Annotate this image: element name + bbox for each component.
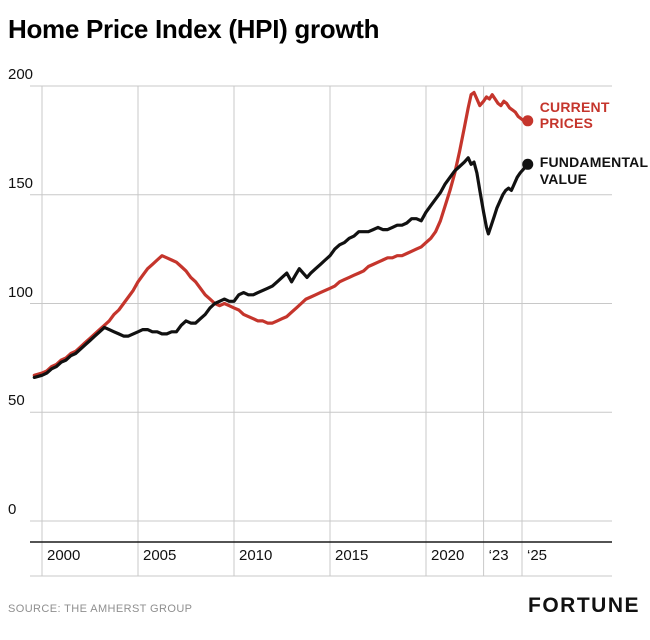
current-prices-end-dot xyxy=(522,115,534,127)
fundamental-value-line xyxy=(32,156,530,379)
fortune-logo: FORTUNE xyxy=(528,594,640,617)
fundamental-value-label-line2: VALUE xyxy=(539,170,588,187)
fundamental-value-label: FUNDAMENTAL VALUE xyxy=(540,154,648,187)
page-title: Home Price Index (HPI) growth xyxy=(8,14,380,44)
y-tick-label: 100 xyxy=(8,283,34,301)
x-tick-label: ‘25 xyxy=(527,547,548,564)
x-tick-label: 2020 xyxy=(431,547,465,564)
y-tick-label: 0 xyxy=(8,501,17,518)
current-prices-label: CURRENT PRICES xyxy=(540,99,610,132)
fundamental-value-end-dot xyxy=(522,158,534,170)
y-tick-label: 50 xyxy=(8,392,25,410)
y-tick-label: 200 xyxy=(8,66,34,83)
x-tick-label: 2005 xyxy=(143,547,177,564)
current-prices-line xyxy=(32,90,530,377)
current-prices-label-line2: PRICES xyxy=(539,115,594,132)
y-tick-label: 150 xyxy=(8,174,34,192)
source-credit: SOURCE: THE AMHERST GROUP xyxy=(8,603,193,615)
x-tick-label: ‘23 xyxy=(488,547,509,564)
fundamental-value-label-line1: FUNDAMENTAL xyxy=(539,154,649,171)
x-tick-label: 2000 xyxy=(47,547,81,564)
x-tick-label: 2015 xyxy=(335,547,369,564)
current-prices-label-line1: CURRENT xyxy=(539,98,610,115)
x-tick-label: 2010 xyxy=(239,547,273,564)
